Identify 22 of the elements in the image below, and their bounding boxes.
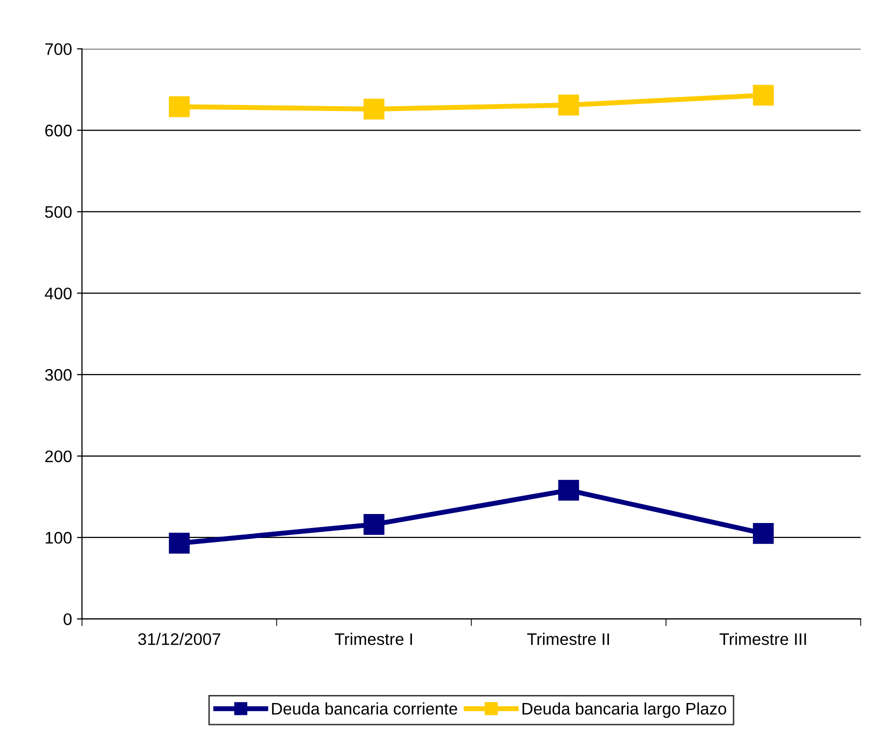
x-tick-label: Trimestre II (527, 632, 609, 646)
x-tick-label: Trimestre I (334, 632, 412, 646)
point (558, 94, 580, 116)
point (752, 84, 774, 106)
x-tick-label: 31/12/2007 (138, 632, 220, 646)
y-tick-label: 500 (45, 206, 72, 218)
legend-label: Deuda bancaria largo Plazo (522, 702, 726, 718)
y-tick-label: 0 (64, 613, 72, 626)
y-tick-label: 700 (45, 43, 72, 56)
y-tick-label: 600 (45, 124, 72, 136)
point (364, 514, 384, 535)
y-tick-label: 100 (46, 532, 72, 544)
point (168, 96, 190, 118)
y-tick-label: 200 (45, 450, 72, 462)
point (364, 98, 384, 120)
legend-label: Deuda bancaria corriente (272, 702, 458, 715)
point (558, 480, 580, 501)
x-tick-label: Trimestre III (720, 632, 806, 646)
y-tick-label: 400 (44, 288, 72, 300)
point (752, 522, 774, 544)
point (168, 532, 190, 554)
y-tick-label: 300 (45, 369, 72, 381)
